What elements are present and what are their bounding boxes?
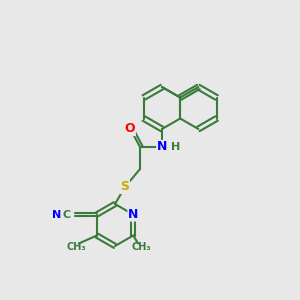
Text: N: N	[128, 208, 138, 221]
Text: C: C	[63, 209, 71, 220]
Text: S: S	[121, 181, 130, 194]
Text: N: N	[157, 140, 167, 154]
Text: N: N	[52, 209, 62, 220]
Text: CH₃: CH₃	[66, 242, 86, 253]
Text: H: H	[171, 142, 180, 152]
Text: O: O	[125, 122, 135, 136]
Text: CH₃: CH₃	[131, 242, 151, 253]
